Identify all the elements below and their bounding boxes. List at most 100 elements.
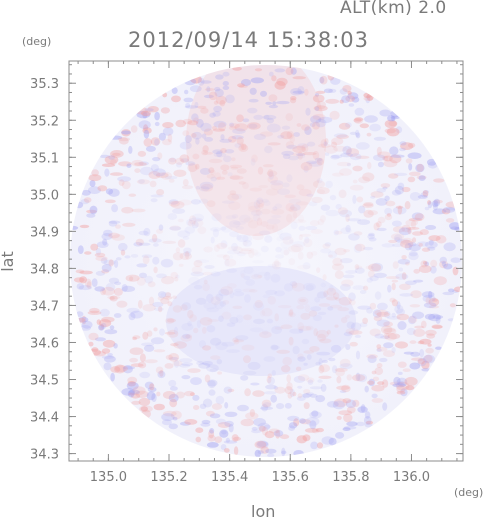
speckle	[274, 80, 286, 90]
speckle	[379, 357, 388, 363]
speckle	[190, 271, 204, 277]
speckle	[338, 122, 351, 130]
speckle	[297, 265, 311, 270]
speckle	[201, 326, 207, 334]
speckle	[216, 359, 223, 365]
speckle	[427, 343, 432, 347]
speckle	[339, 168, 352, 176]
speckle	[349, 184, 364, 191]
speckle	[261, 426, 268, 436]
speckle	[101, 316, 115, 323]
speckle	[424, 261, 430, 267]
speckle	[202, 151, 213, 155]
speckle	[371, 393, 378, 399]
speckle	[340, 152, 353, 158]
speckle	[232, 66, 242, 71]
speckle	[297, 143, 309, 149]
speckle	[337, 307, 350, 312]
speckle	[417, 357, 427, 367]
speckle	[352, 179, 358, 184]
speckle	[203, 302, 217, 310]
y-tick-label: 35.1	[30, 151, 59, 166]
speckle	[197, 105, 207, 109]
speckle	[141, 254, 153, 258]
speckle	[334, 367, 348, 372]
speckle	[280, 131, 293, 140]
speckle	[268, 104, 278, 109]
speckle	[303, 165, 309, 173]
speckle	[408, 163, 413, 171]
speckle	[397, 182, 405, 190]
speckle	[439, 260, 449, 269]
speckle	[105, 283, 116, 292]
x-tick-label: 135.2	[150, 470, 187, 485]
speckle	[247, 361, 261, 370]
speckle	[235, 226, 244, 230]
speckle	[290, 67, 297, 75]
speckle	[152, 256, 160, 265]
speckle	[419, 229, 429, 236]
speckle	[407, 152, 422, 159]
speckle	[358, 176, 370, 184]
speckle	[435, 346, 442, 350]
speckle	[207, 319, 219, 322]
speckle	[369, 123, 381, 132]
speckle	[204, 374, 211, 383]
speckle	[211, 213, 222, 222]
speckle	[310, 441, 318, 450]
speckle	[267, 142, 281, 146]
speckle	[415, 163, 425, 173]
speckle	[229, 123, 240, 129]
speckle	[319, 364, 331, 373]
speckle	[384, 195, 390, 202]
speckle	[376, 146, 382, 156]
speckle	[363, 246, 374, 251]
speckle	[252, 260, 265, 264]
speckle	[338, 296, 352, 306]
speckle	[391, 312, 396, 318]
speckle	[135, 390, 149, 398]
speckle	[422, 354, 435, 364]
speckle	[216, 242, 228, 250]
speckle	[255, 199, 265, 208]
speckle	[289, 388, 295, 398]
speckle	[210, 227, 222, 232]
speckle	[316, 351, 331, 356]
speckle	[232, 246, 244, 255]
speckle	[275, 246, 282, 253]
speckle	[267, 296, 277, 305]
speckle	[125, 274, 140, 282]
speckle	[84, 278, 92, 288]
speckle	[213, 105, 223, 113]
speckle	[154, 138, 160, 146]
speckle	[326, 401, 339, 408]
speckle	[146, 391, 156, 401]
speckle	[428, 239, 434, 246]
speckle	[364, 411, 371, 419]
speckle	[100, 288, 106, 296]
speckle	[342, 427, 351, 431]
speckle	[372, 309, 382, 318]
speckle	[305, 325, 314, 331]
speckle	[290, 97, 297, 104]
speckle	[242, 239, 252, 247]
speckle	[213, 100, 219, 105]
speckle	[103, 362, 112, 371]
speckle	[306, 193, 314, 197]
speckle	[193, 117, 200, 123]
speckle	[192, 213, 204, 222]
speckle	[196, 118, 204, 128]
speckle	[222, 200, 235, 204]
speckle	[227, 249, 241, 255]
speckle	[217, 422, 231, 428]
speckle	[389, 381, 404, 386]
speckle	[122, 222, 136, 227]
speckle	[395, 341, 408, 349]
speckle	[296, 184, 305, 191]
speckle	[324, 152, 330, 156]
speckle	[214, 172, 221, 181]
speckle	[404, 242, 412, 251]
speckle	[400, 239, 414, 249]
speckle	[128, 389, 140, 395]
speckle	[355, 129, 360, 137]
